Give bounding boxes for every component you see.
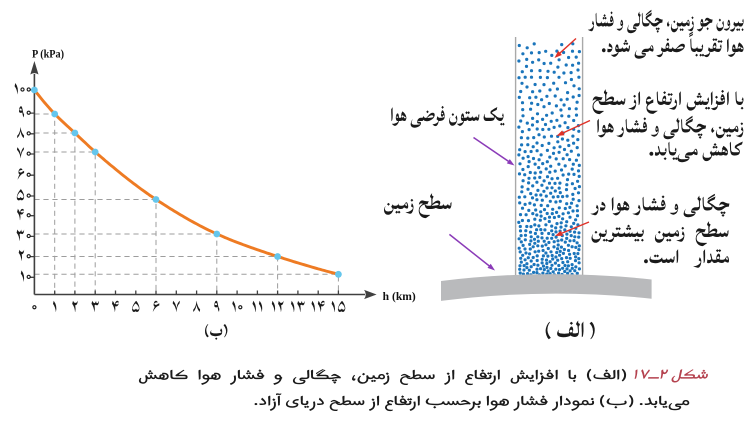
- svg-text:P (kPa): P (kPa): [32, 49, 64, 61]
- svg-text:h (km): h (km): [383, 291, 416, 303]
